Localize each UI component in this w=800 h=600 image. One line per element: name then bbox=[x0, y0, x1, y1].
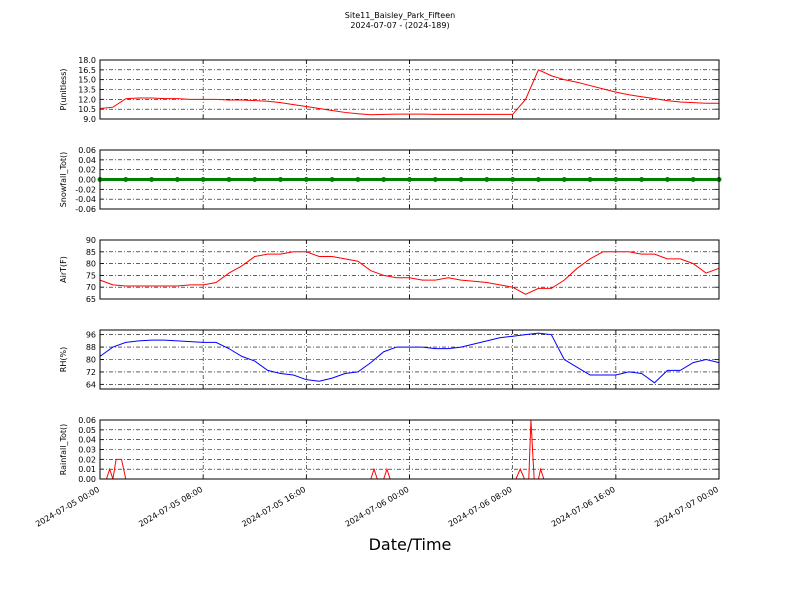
y-tick-label: 0.00 bbox=[78, 176, 96, 185]
y-tick-label: 0.06 bbox=[78, 146, 96, 155]
y-axis-label: RH(%) bbox=[59, 347, 68, 372]
plot-frame bbox=[99, 329, 720, 390]
plot-frame bbox=[99, 149, 720, 210]
data-point bbox=[123, 177, 129, 182]
y-tick-label: 70 bbox=[86, 283, 96, 292]
data-point bbox=[561, 177, 567, 182]
y-tick-label: 0.02 bbox=[78, 166, 96, 175]
y-tick-label: 64 bbox=[86, 380, 96, 389]
data-point bbox=[303, 177, 309, 182]
y-tick-label: 65 bbox=[86, 295, 96, 304]
y-tick-label: 0.05 bbox=[78, 426, 96, 435]
data-line bbox=[99, 69, 719, 116]
y-tick-label: -0.02 bbox=[75, 185, 96, 194]
y-tick-label: -0.06 bbox=[75, 205, 96, 214]
y-tick-label: 0.04 bbox=[78, 436, 96, 445]
data-line bbox=[99, 332, 720, 384]
y-tick-label: 0.03 bbox=[78, 446, 96, 455]
plot-frame bbox=[99, 419, 720, 480]
y-tick-label: 0.00 bbox=[78, 475, 96, 484]
data-point bbox=[484, 177, 490, 182]
data-point bbox=[278, 177, 284, 182]
data-point bbox=[639, 177, 645, 182]
y-tick-label: 80 bbox=[86, 356, 96, 365]
data-point bbox=[432, 177, 438, 182]
plot-frame bbox=[99, 239, 720, 300]
y-tick-label: 10.5 bbox=[78, 105, 96, 114]
data-point bbox=[587, 177, 593, 182]
chart-subtitle: 2024-07-07 - (2024-189) bbox=[350, 21, 449, 30]
data-point bbox=[381, 177, 387, 182]
y-tick-label: 85 bbox=[86, 248, 96, 257]
y-tick-label: 80 bbox=[86, 260, 96, 269]
data-point bbox=[613, 177, 619, 182]
y-tick-label: 72 bbox=[86, 368, 96, 377]
chart-title: Site11_Baisley_Park_Fifteen bbox=[345, 11, 455, 20]
data-point bbox=[149, 177, 155, 182]
data-point bbox=[690, 177, 696, 182]
y-tick-label: 0.01 bbox=[78, 465, 96, 474]
y-tick-label: 9.0 bbox=[83, 115, 96, 124]
data-point bbox=[407, 177, 412, 182]
plot-frame bbox=[99, 59, 720, 120]
y-tick-label: 90 bbox=[86, 236, 96, 245]
y-tick-label: 13.5 bbox=[78, 86, 96, 95]
data-point bbox=[355, 177, 361, 182]
data-point bbox=[458, 177, 464, 182]
y-tick-label: 0.04 bbox=[78, 156, 96, 165]
data-point bbox=[252, 177, 258, 182]
y-tick-label: -0.04 bbox=[75, 195, 96, 204]
y-tick-label: 96 bbox=[86, 331, 96, 340]
y-tick-label: 18.0 bbox=[78, 56, 96, 65]
x-axis-label: Date/Time bbox=[369, 535, 452, 554]
data-line bbox=[99, 251, 720, 295]
y-tick-label: 0.02 bbox=[78, 455, 96, 464]
y-tick-label: 16.5 bbox=[78, 66, 96, 75]
y-axis-label: Snowfall_Tot() bbox=[59, 152, 68, 208]
y-tick-label: 75 bbox=[86, 271, 96, 280]
y-tick-label: 15.0 bbox=[78, 76, 96, 85]
data-point bbox=[510, 177, 516, 182]
y-tick-label: 12.0 bbox=[78, 95, 96, 104]
data-point bbox=[226, 177, 232, 182]
data-point bbox=[329, 177, 335, 182]
y-axis-label: Rainfall_Tot() bbox=[59, 424, 68, 476]
y-tick-label: 88 bbox=[86, 343, 96, 352]
data-point bbox=[664, 177, 670, 182]
data-point bbox=[200, 177, 206, 182]
y-tick-label: 0.06 bbox=[78, 416, 96, 425]
y-axis-label: AirT(F) bbox=[59, 256, 68, 283]
data-point bbox=[174, 177, 180, 182]
data-point bbox=[535, 177, 541, 182]
y-axis-label: P(unitless) bbox=[59, 68, 68, 110]
